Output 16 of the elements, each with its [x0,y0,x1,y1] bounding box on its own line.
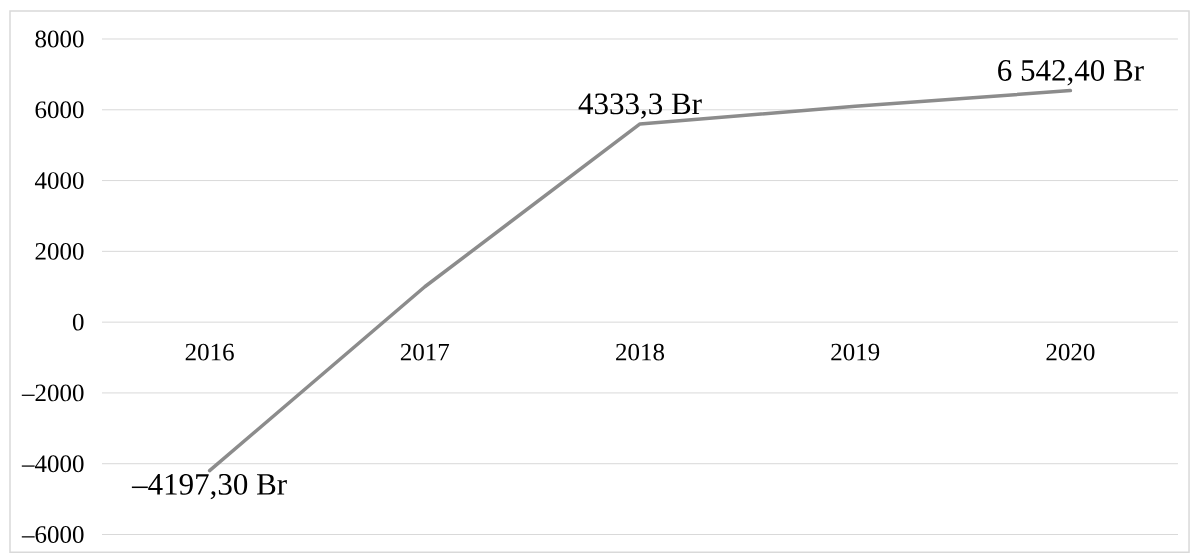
x-tick-label: 2016 [185,343,234,361]
y-tick-label: –4000 [21,455,84,473]
y-tick-label: 2000 [35,242,84,260]
x-tick-label: 2017 [400,343,450,361]
annotation: 4333,3 Br [578,93,702,119]
y-tick-label: 4000 [34,172,84,190]
y-tick-label: –6000 [21,526,84,543]
y-tick-label: –2000 [21,384,84,402]
y-tick-label: 0 [72,313,84,331]
y-tick-label: 8000 [35,30,84,48]
x-tick-label: 2020 [1046,343,1095,361]
x-tick-label: 2019 [831,343,880,361]
data-label: 6 542,40 Br [998,60,1144,86]
y-tick-label: 6000 [35,101,84,119]
data-label: –4197,30 Br [131,473,287,500]
x-tick-label: 2018 [616,343,665,361]
